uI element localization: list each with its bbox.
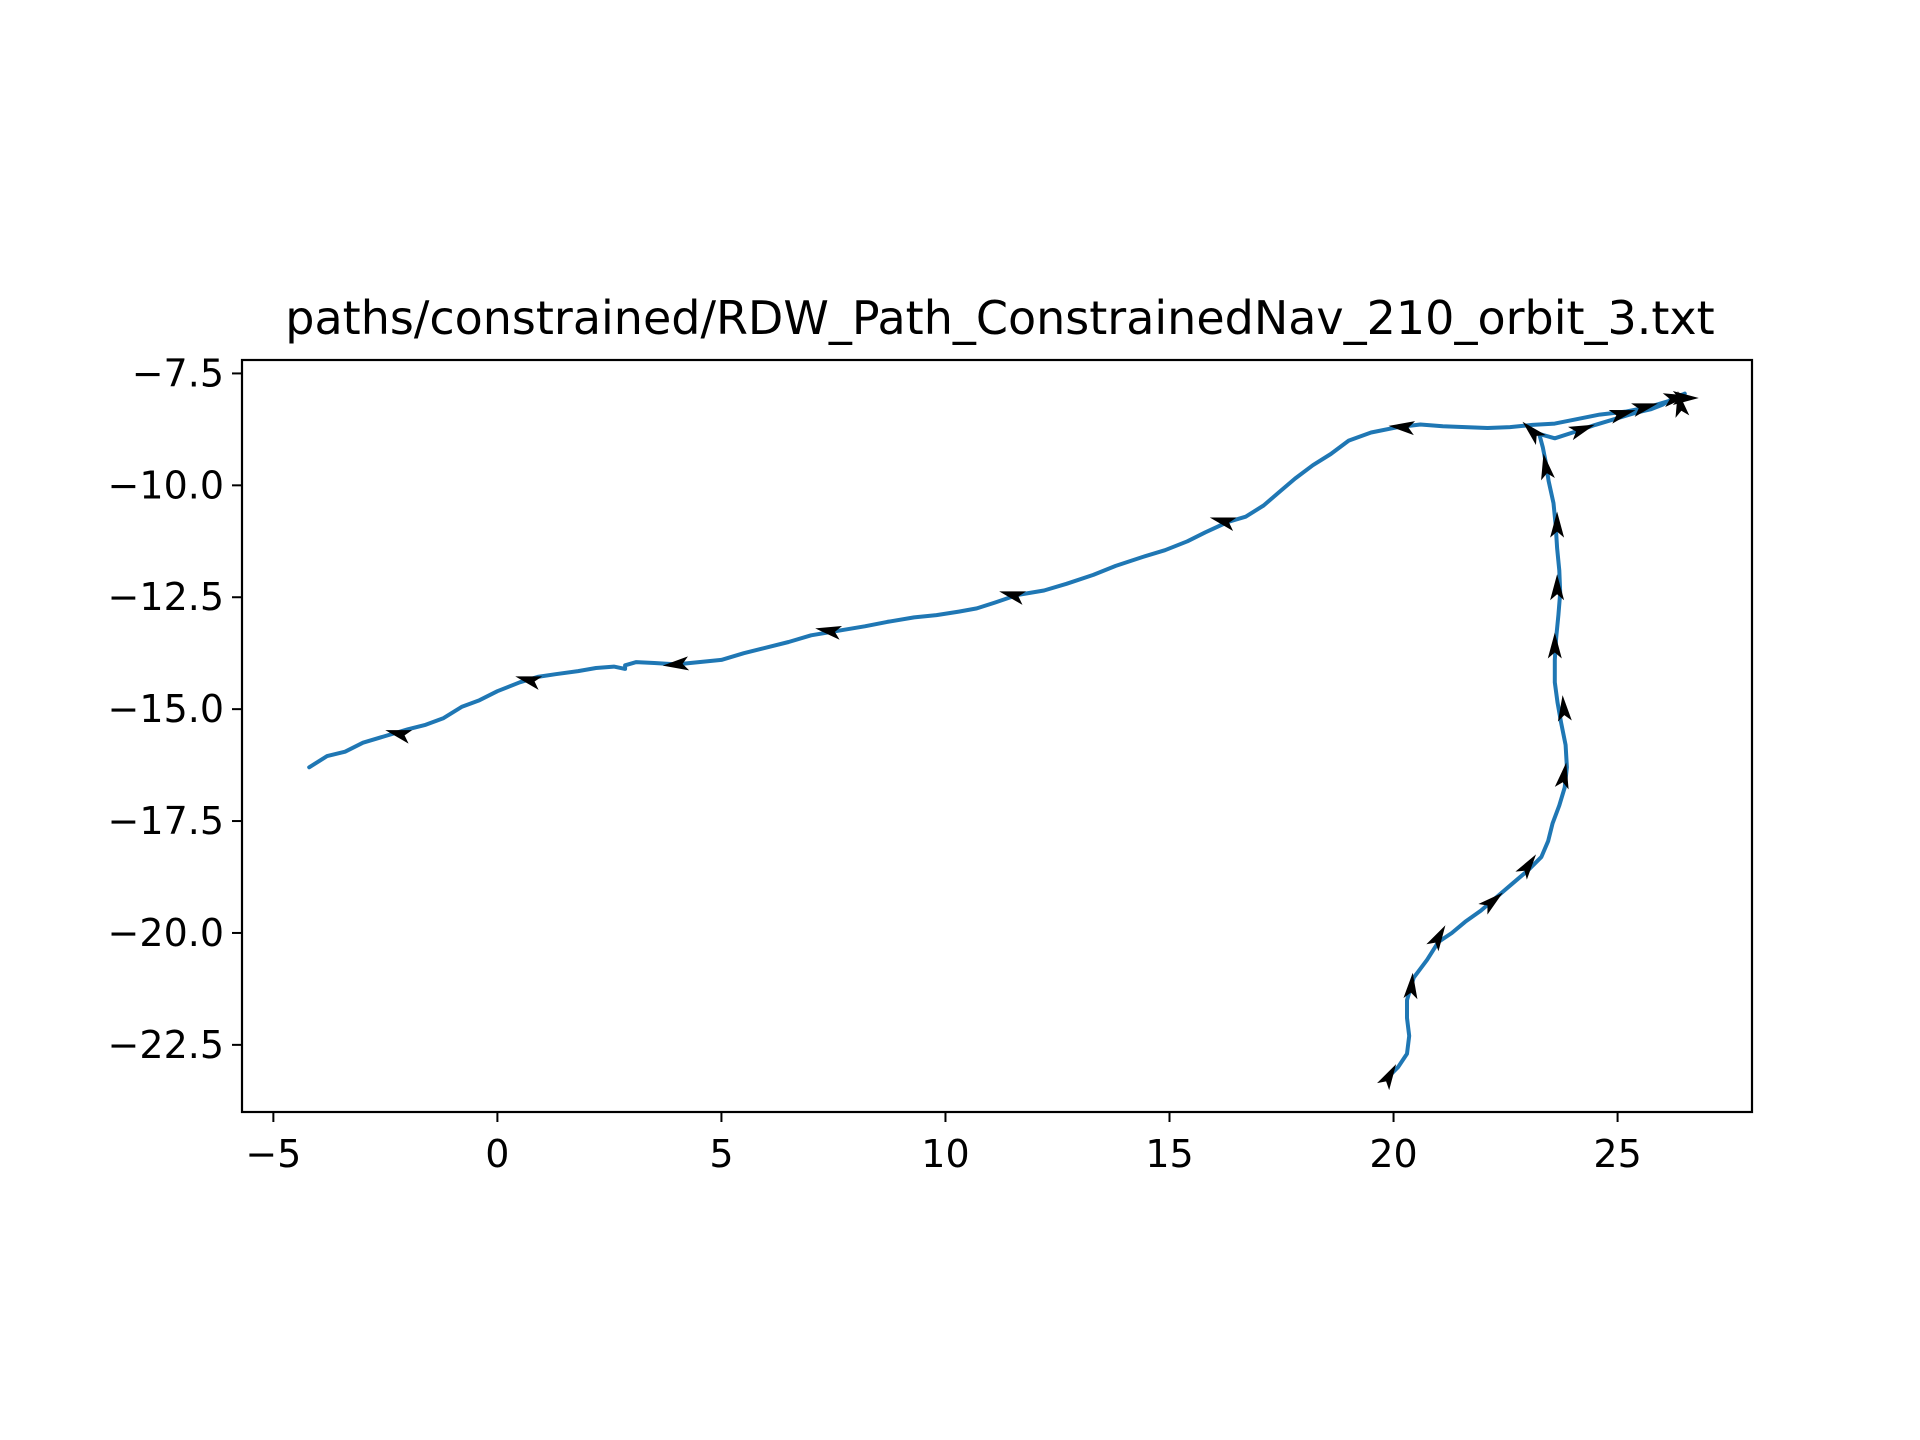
x-tick-label: 5 [709,1132,733,1176]
direction-arrow [1631,403,1659,417]
direction-arrow [1608,410,1636,424]
direction-arrow [1541,453,1555,481]
y-tick-label: −12.5 [108,575,224,619]
x-tick-label: 25 [1593,1132,1641,1176]
direction-arrow [1675,391,1690,418]
series-line [307,391,1687,1079]
direction-arrow [1377,1064,1397,1091]
y-tick-label: −20.0 [108,911,224,955]
y-tick-label: −22.5 [108,1023,224,1067]
direction-arrow [1554,762,1569,790]
y-tick-label: −15.0 [108,687,224,731]
direction-arrow [1550,511,1565,538]
direction-arrow [1426,925,1446,952]
y-tick-label: −17.5 [108,799,224,843]
direction-arrow [1557,695,1572,722]
direction-arrow [1522,421,1546,446]
direction-arrow [515,676,543,690]
direction-arrow [1209,517,1237,531]
x-tick-label: −5 [245,1132,301,1176]
axes-layer: −5 0 5 10 15 20 25 −7.5 −10.0 −12.5 −15.0 −17.5 −20.… [108,351,1642,1176]
direction-arrow [1388,421,1416,436]
direction-arrow [662,656,690,671]
y-tick-label: −7.5 [132,351,224,395]
plot-frame [240,358,1754,1114]
plot-layer [307,391,1699,1091]
direction-arrow [1403,972,1418,1000]
direction-arrow [1568,424,1595,441]
x-tick-label: 0 [485,1132,509,1176]
direction-arrow [815,625,843,640]
x-tick-label: 15 [1145,1132,1193,1176]
x-tick-label: 10 [921,1132,969,1176]
direction-arrow [1515,854,1537,880]
direction-arrow [999,591,1027,605]
direction-arrow [1478,892,1503,915]
direction-arrow [1550,574,1565,601]
direction-arrow [1547,632,1562,659]
x-tick-label: 20 [1369,1132,1417,1176]
direction-arrow [385,730,413,744]
chart-title: paths/constrained/RDW_Path_ConstrainedNa… [285,291,1714,345]
y-tick-label: −10.0 [108,463,224,507]
